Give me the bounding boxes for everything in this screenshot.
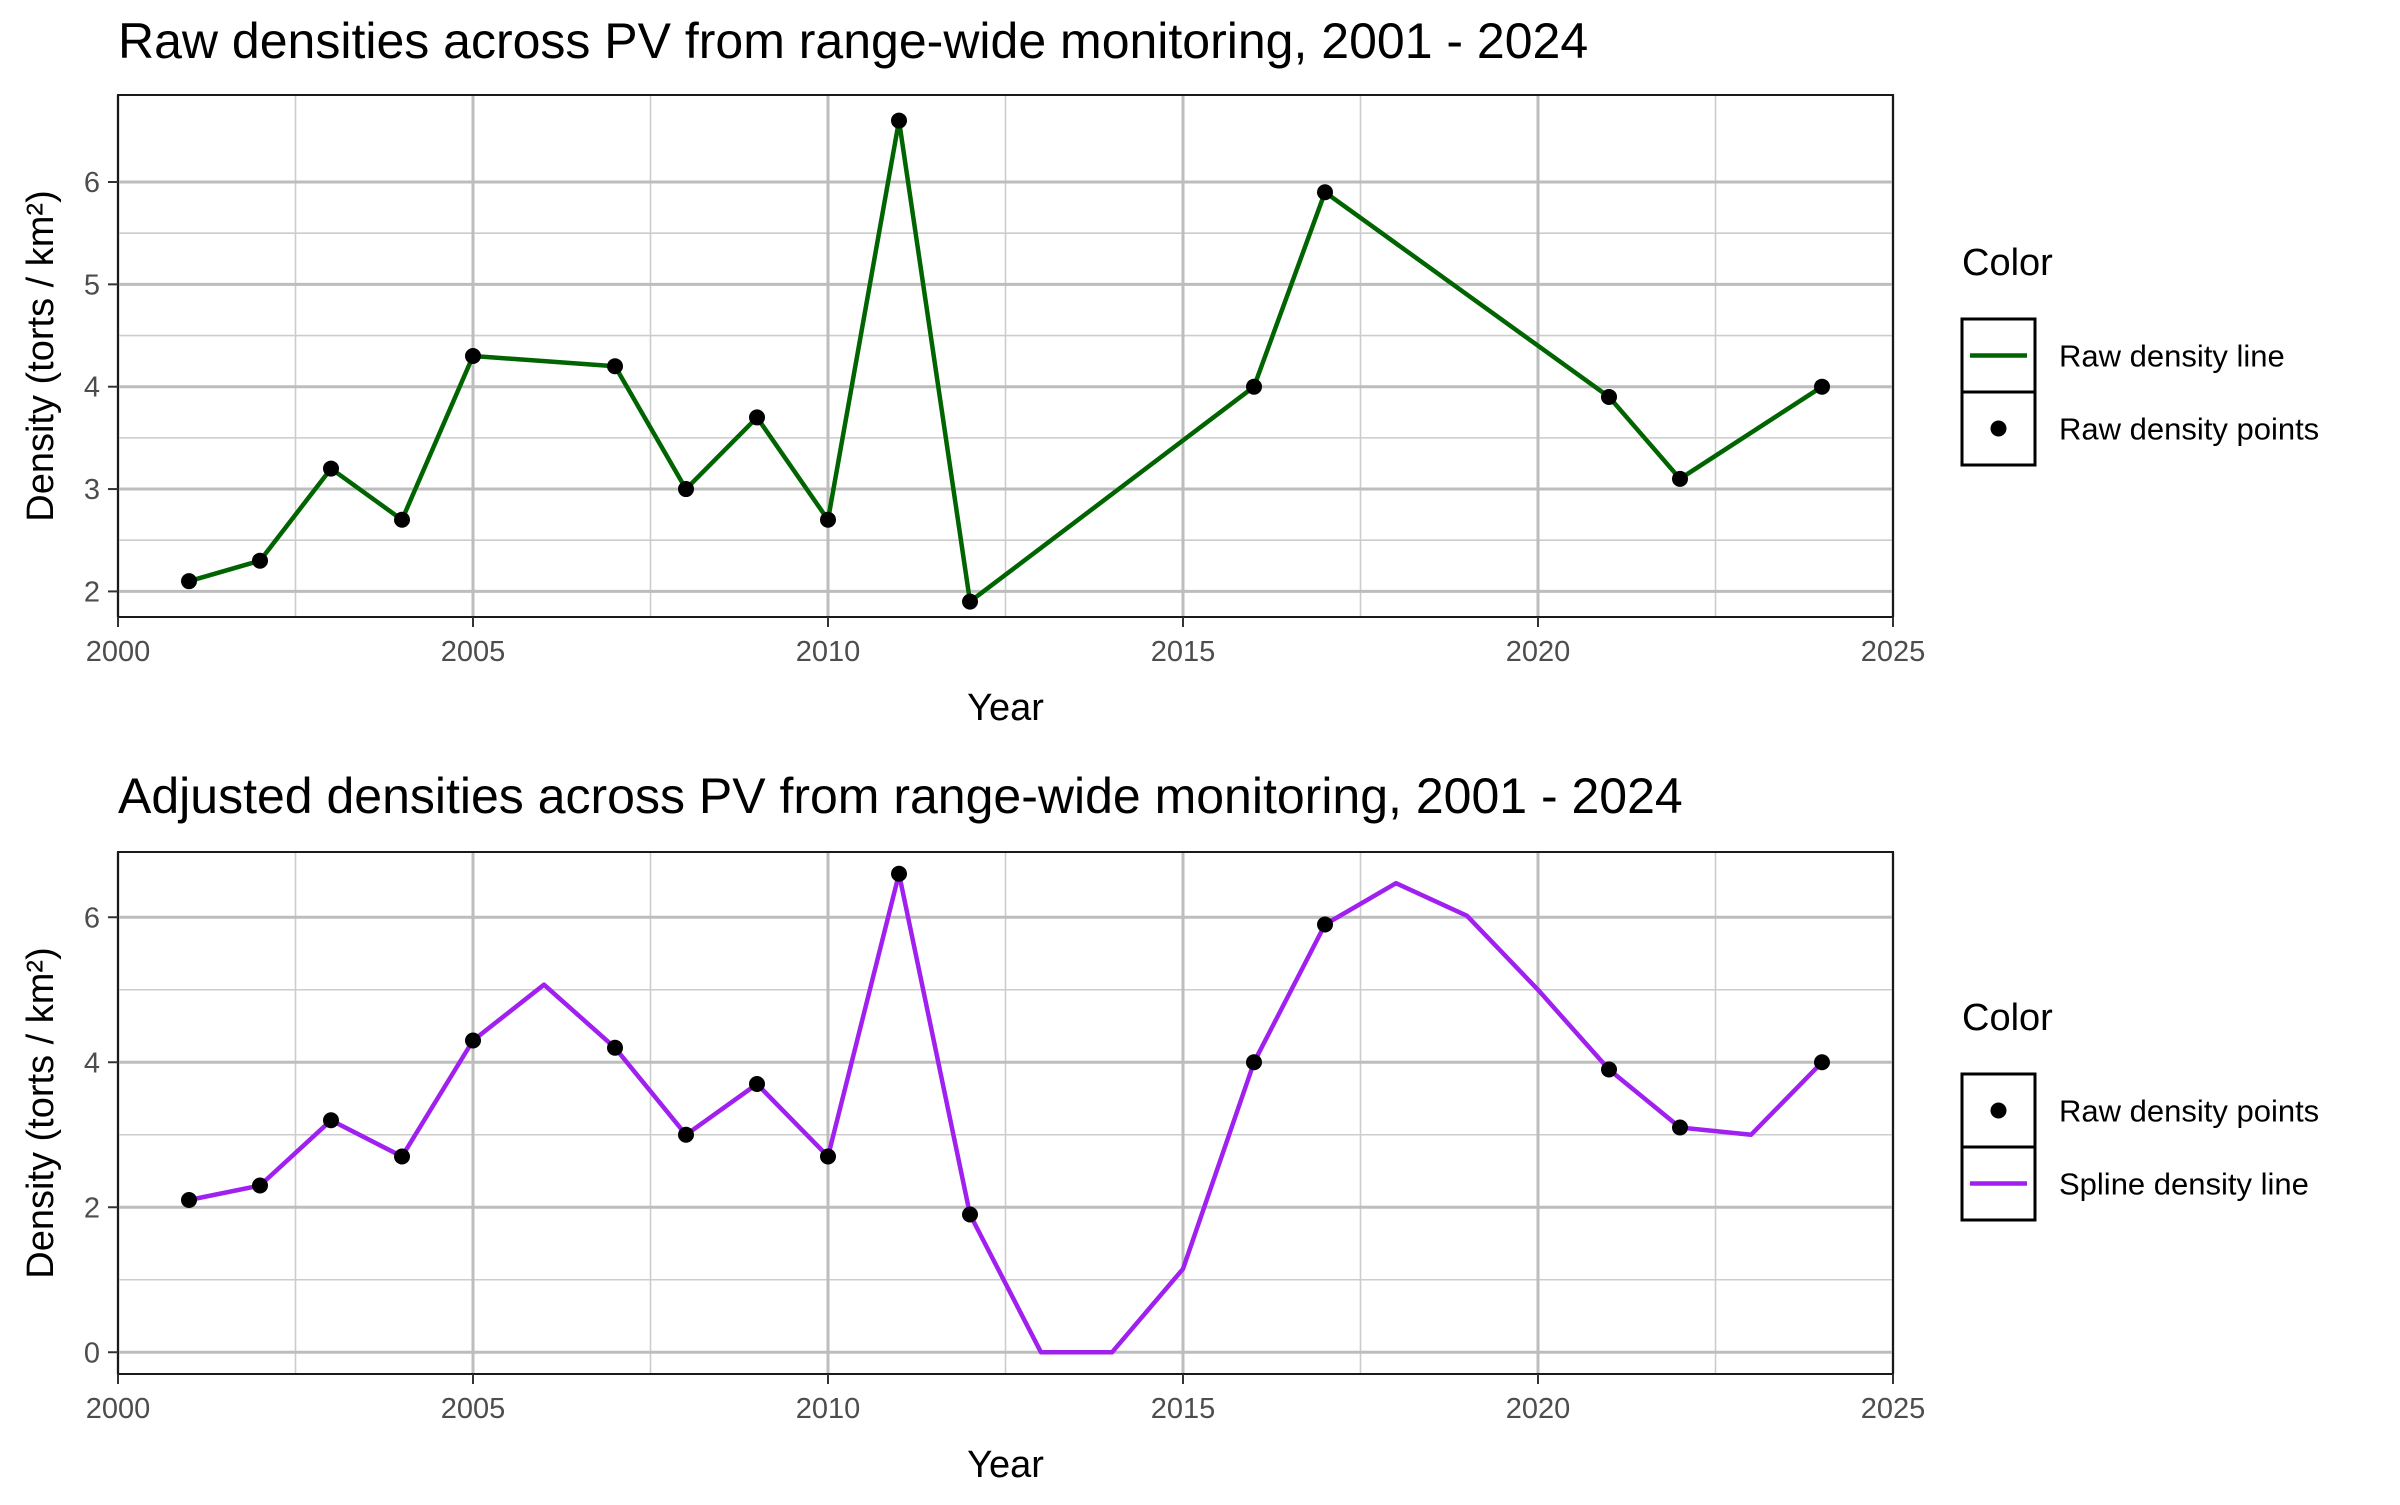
data-point [394,1148,410,1165]
data-point [607,358,623,375]
legend-item: Raw density line [1960,317,2285,394]
x-tick-label: 2025 [1861,1393,1926,1425]
data-point [465,1032,481,1049]
data-point [1317,184,1333,201]
y-tick-label: 4 [84,372,100,404]
data-point [181,573,197,590]
series-line [188,118,1824,604]
x-axis-label: Year [967,1444,1044,1486]
data-point [1814,378,1830,395]
x-tick-label: 2005 [441,636,506,668]
data-point [749,409,765,426]
data-point [962,1206,978,1223]
legend-item: Raw density points [1960,1072,2319,1149]
x-tick-label: 2010 [796,636,861,668]
data-point [820,511,836,528]
x-tick-label: 2025 [1861,636,1926,668]
chart-title: Raw densities across PV from range-wide … [118,13,1588,69]
legend-label: Raw density points [2059,1094,2319,1129]
data-point [181,1192,197,1208]
data-point [962,593,978,610]
legend-title: Color [1962,997,2053,1039]
legend-label: Raw density points [2059,412,2319,447]
chart-title: Adjusted densities across PV from range-… [118,768,1683,824]
panel-border [117,94,1894,618]
y-tick-label: 6 [84,902,100,934]
y-tick-label: 5 [84,269,100,301]
data-point [1246,378,1262,395]
data-point [252,1177,268,1194]
data-point [1814,1054,1830,1071]
data-point [1672,1119,1688,1136]
data-point [394,511,410,528]
y-tick-label: 2 [84,576,100,608]
data-point [323,1112,339,1129]
legend: Color Raw density line Raw density points [1960,242,2319,467]
data-point [252,552,268,569]
legend-label: Raw density line [2059,339,2285,374]
panel-border [117,851,1894,1375]
x-tick-label: 2020 [1506,1393,1571,1425]
x-tick-label: 2005 [441,1393,506,1425]
data-point [1672,470,1688,487]
legend-item: Raw density points [1960,390,2319,467]
x-tick-label: 2015 [1151,1393,1216,1425]
x-tick-label: 2000 [86,636,151,668]
data-point [678,1126,694,1143]
legend: Color Raw density points Spline density li… [1960,997,2319,1222]
legend-point-swatch [1990,1102,2007,1119]
y-tick-label: 3 [84,474,100,506]
data-point [1246,1054,1262,1071]
data-point [891,112,907,129]
y-tick-label: 6 [84,167,100,199]
y-tick-label: 0 [84,1337,100,1369]
y-tick-label: 4 [84,1047,100,1079]
series-line [188,871,1824,1355]
y-axis-label: Density (torts / km²) [20,190,62,521]
y-axis-label: Density (torts / km²) [20,947,62,1278]
chart-1: Raw densities across PV from range-wide … [20,13,2319,729]
data-point [465,348,481,364]
data-point [749,1076,765,1092]
data-point [891,865,907,882]
data-point [607,1039,623,1056]
data-point [820,1148,836,1165]
data-point [1601,1061,1617,1078]
legend-item: Spline density line [1960,1145,2309,1222]
legend-title: Color [1962,242,2053,284]
chart-2: Adjusted densities across PV from range-… [20,768,2319,1486]
data-point [1601,388,1617,405]
data-point [678,481,694,498]
legend-point-swatch [1990,420,2007,437]
x-tick-label: 2000 [86,1393,151,1425]
x-tick-label: 2015 [1151,636,1216,668]
x-axis-label: Year [967,687,1044,729]
x-tick-label: 2020 [1506,636,1571,668]
legend-label: Spline density line [2059,1167,2309,1202]
data-point [323,460,339,477]
x-tick-label: 2010 [796,1393,861,1425]
data-point [1317,916,1333,933]
y-tick-label: 2 [84,1192,100,1224]
